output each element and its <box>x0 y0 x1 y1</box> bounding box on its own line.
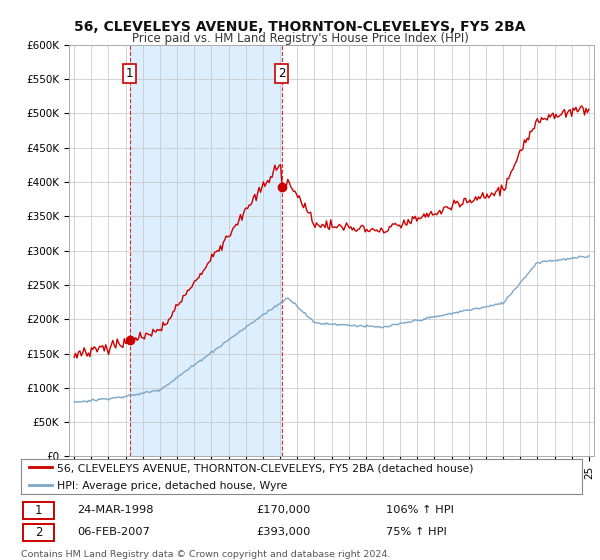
Text: 75% ↑ HPI: 75% ↑ HPI <box>386 527 446 537</box>
Text: 24-MAR-1998: 24-MAR-1998 <box>77 505 154 515</box>
Text: £170,000: £170,000 <box>257 505 311 515</box>
Text: £393,000: £393,000 <box>257 527 311 537</box>
Text: 56, CLEVELEYS AVENUE, THORNTON-CLEVELEYS, FY5 2BA: 56, CLEVELEYS AVENUE, THORNTON-CLEVELEYS… <box>74 20 526 34</box>
Text: 1: 1 <box>126 67 133 80</box>
Text: Contains HM Land Registry data © Crown copyright and database right 2024.
This d: Contains HM Land Registry data © Crown c… <box>21 550 391 560</box>
Bar <box>130 45 281 456</box>
Text: 2: 2 <box>35 526 42 539</box>
Bar <box>23 502 54 519</box>
Text: HPI: Average price, detached house, Wyre: HPI: Average price, detached house, Wyre <box>58 481 288 491</box>
Bar <box>23 524 54 540</box>
Text: 1: 1 <box>35 503 42 517</box>
Text: Price paid vs. HM Land Registry's House Price Index (HPI): Price paid vs. HM Land Registry's House … <box>131 32 469 45</box>
Text: 56, CLEVELEYS AVENUE, THORNTON-CLEVELEYS, FY5 2BA (detached house): 56, CLEVELEYS AVENUE, THORNTON-CLEVELEYS… <box>58 464 474 474</box>
Text: 2: 2 <box>278 67 286 80</box>
Text: 106% ↑ HPI: 106% ↑ HPI <box>386 505 454 515</box>
Text: 06-FEB-2007: 06-FEB-2007 <box>77 527 150 537</box>
